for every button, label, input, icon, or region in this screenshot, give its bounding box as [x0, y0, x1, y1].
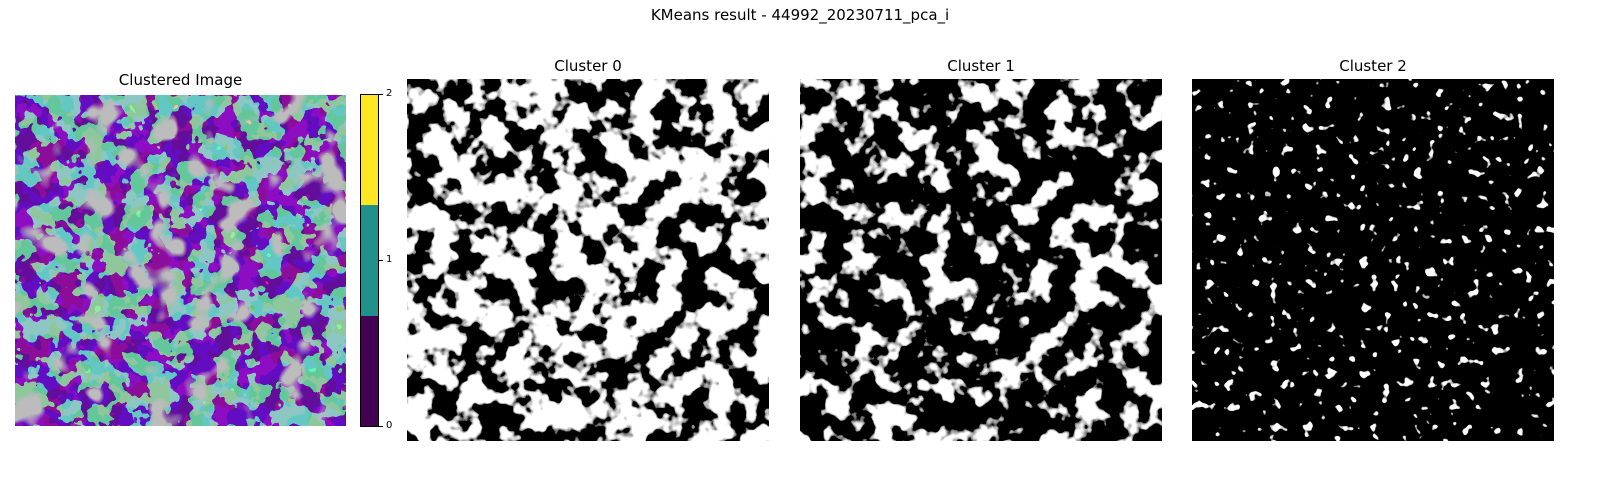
cluster-2-title: Cluster 2 [1339, 57, 1407, 75]
colorbar-ticklabel-2: 2 [386, 88, 393, 99]
cluster-0-mask [407, 79, 769, 441]
clustered-image-canvas [15, 95, 346, 426]
cluster-1-mask [800, 79, 1162, 441]
colorbar-segment-2 [361, 95, 378, 206]
clustered-image [15, 95, 346, 426]
colorbar-segment-1 [361, 205, 378, 316]
cluster-1-title: Cluster 1 [947, 57, 1015, 75]
cluster-0-title: Cluster 0 [554, 57, 622, 75]
colorbar-ticklabel-0: 0 [386, 420, 393, 431]
colorbar [360, 94, 379, 427]
cluster-0-canvas [407, 79, 769, 441]
cluster-2-canvas [1192, 79, 1554, 441]
colorbar-segment-0 [361, 315, 378, 426]
figure-suptitle: KMeans result - 44992_20230711_pca_i [650, 6, 950, 24]
colorbar-tick-0 [379, 426, 383, 427]
cluster-2-mask [1192, 79, 1554, 441]
clustered-image-title: Clustered Image [118, 71, 243, 89]
colorbar-tick-2 [379, 94, 383, 95]
colorbar-ticklabel-1: 1 [386, 254, 393, 265]
cluster-1-canvas [800, 79, 1162, 441]
colorbar-tick-1 [379, 260, 383, 261]
